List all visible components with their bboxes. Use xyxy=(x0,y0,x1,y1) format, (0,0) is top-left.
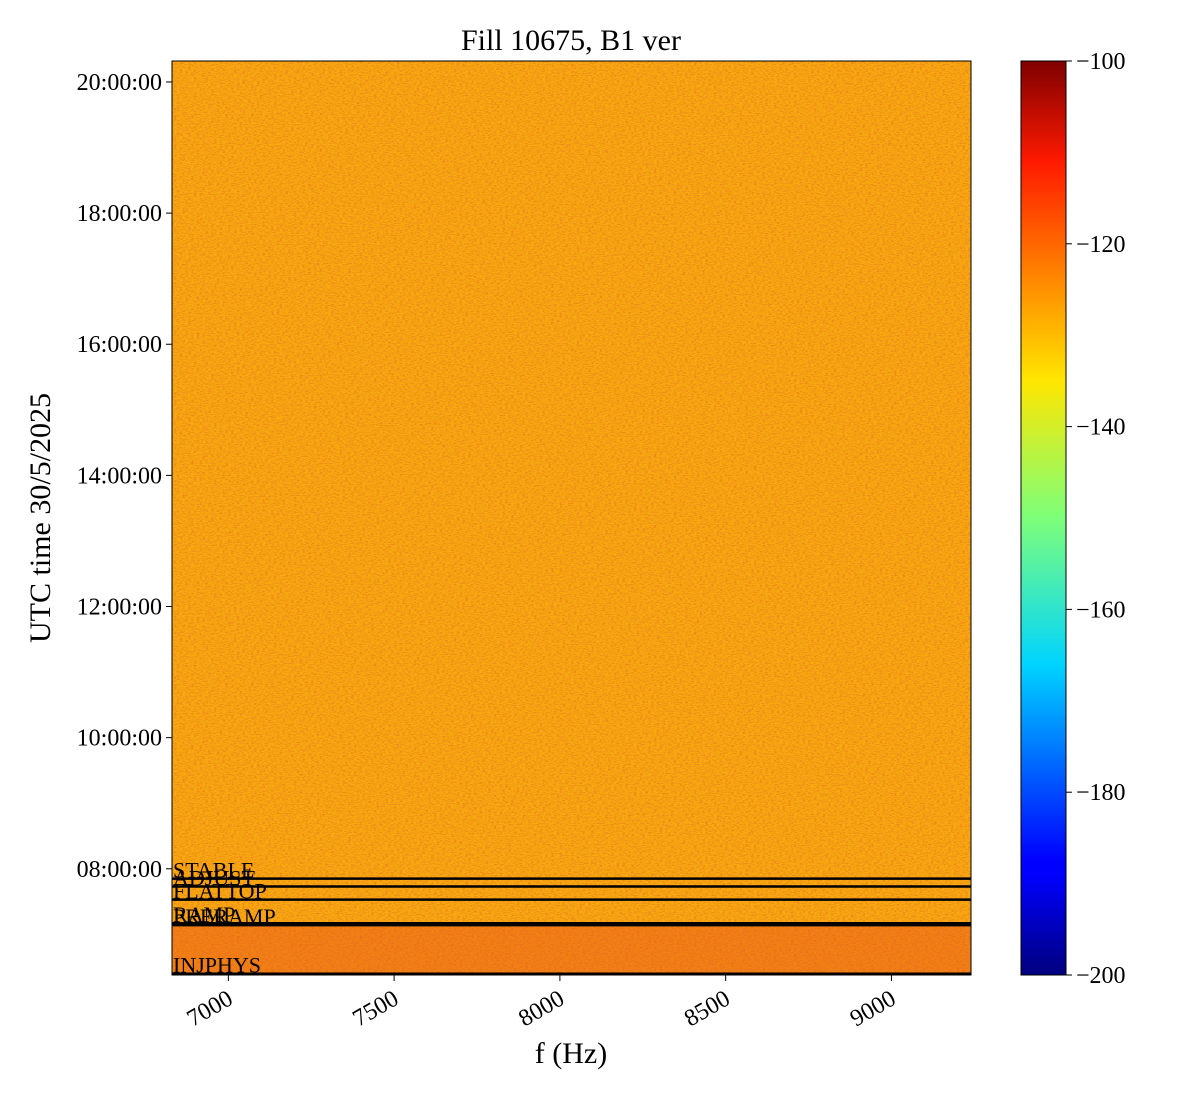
spectrogram xyxy=(172,61,971,975)
colorbar-tick-label: −140 xyxy=(1076,415,1126,441)
colorbar-tick-label: −160 xyxy=(1076,597,1126,623)
beam-mode-label: STABLE xyxy=(173,858,254,883)
x-tick-label: 8000 xyxy=(514,986,569,1033)
y-tick-label: 12:00:00 xyxy=(77,595,162,621)
colorbar-tick-label: −120 xyxy=(1076,232,1126,258)
x-axis-label: f (Hz) xyxy=(535,1037,607,1070)
colorbar-tick-label: −100 xyxy=(1076,49,1126,75)
x-tick-label: 7000 xyxy=(183,986,238,1033)
y-tick-label: 16:00:00 xyxy=(77,332,162,358)
colorbar xyxy=(1020,60,1067,976)
colorbar-tick-label: −180 xyxy=(1076,780,1126,806)
x-tick-label: 9000 xyxy=(846,986,901,1033)
y-tick-label: 08:00:00 xyxy=(77,857,162,883)
y-tick-label: 20:00:00 xyxy=(77,70,162,96)
spectrogram-texture xyxy=(172,61,971,975)
x-tick-label: 7500 xyxy=(349,986,404,1033)
y-tick-label: 14:00:00 xyxy=(77,463,162,489)
spectrogram-texture xyxy=(172,926,971,975)
chart-title: Fill 10675, B1 ver xyxy=(461,24,681,57)
beam-mode-label: RAMP xyxy=(173,902,235,927)
y-tick-label: 18:00:00 xyxy=(77,201,162,227)
plot-frame xyxy=(171,60,972,976)
y-axis-label: UTC time 30/5/2025 xyxy=(24,393,57,643)
beam-mode-label: INJPHYS xyxy=(173,953,261,978)
beam-mode-label: ADJUST xyxy=(173,865,255,890)
colorbar-tick-label: −200 xyxy=(1076,963,1126,989)
beam-mode-label: FLATTOP xyxy=(173,879,267,904)
beam-mode-label: PRERAMP xyxy=(173,904,276,929)
x-tick-label: 8500 xyxy=(680,986,735,1033)
y-tick-label: 10:00:00 xyxy=(77,726,162,752)
